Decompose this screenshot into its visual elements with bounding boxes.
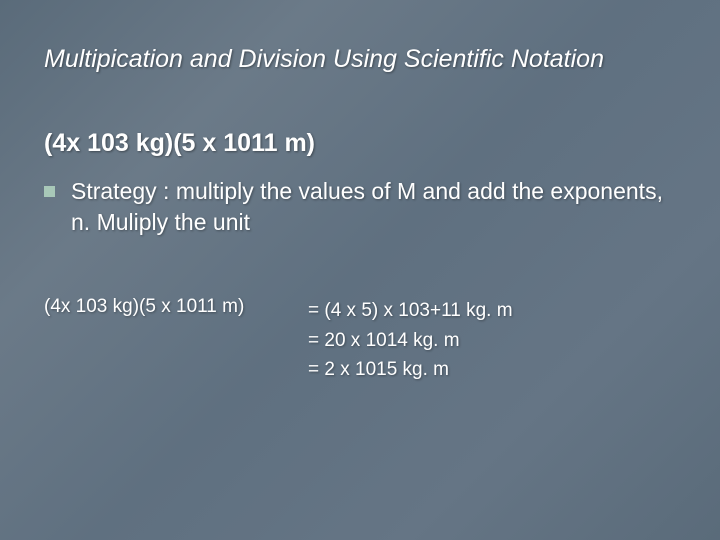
- equation-row: (4x 103 kg)(5 x 1011 m) = (4 x 5) x 103+…: [44, 296, 676, 384]
- equation-right: = (4 x 5) x 103+11 kg. m = 20 x 1014 kg.…: [308, 296, 513, 384]
- slide-subtitle: (4x 103 kg)(5 x 1011 m): [44, 129, 676, 158]
- equation-line: = (4 x 5) x 103+11 kg. m: [308, 296, 513, 325]
- equation-line: = 20 x 1014 kg. m: [308, 326, 513, 355]
- slide-title: Multipication and Division Using Scienti…: [44, 44, 676, 75]
- equation-line: = 2 x 1015 kg. m: [308, 355, 513, 384]
- bullet-text: Strategy : multiply the values of M and …: [71, 176, 676, 238]
- bullet-row: Strategy : multiply the values of M and …: [44, 176, 676, 238]
- equation-left: (4x 103 kg)(5 x 1011 m): [44, 296, 308, 318]
- slide-container: Multipication and Division Using Scienti…: [0, 0, 720, 385]
- square-bullet-icon: [44, 186, 55, 197]
